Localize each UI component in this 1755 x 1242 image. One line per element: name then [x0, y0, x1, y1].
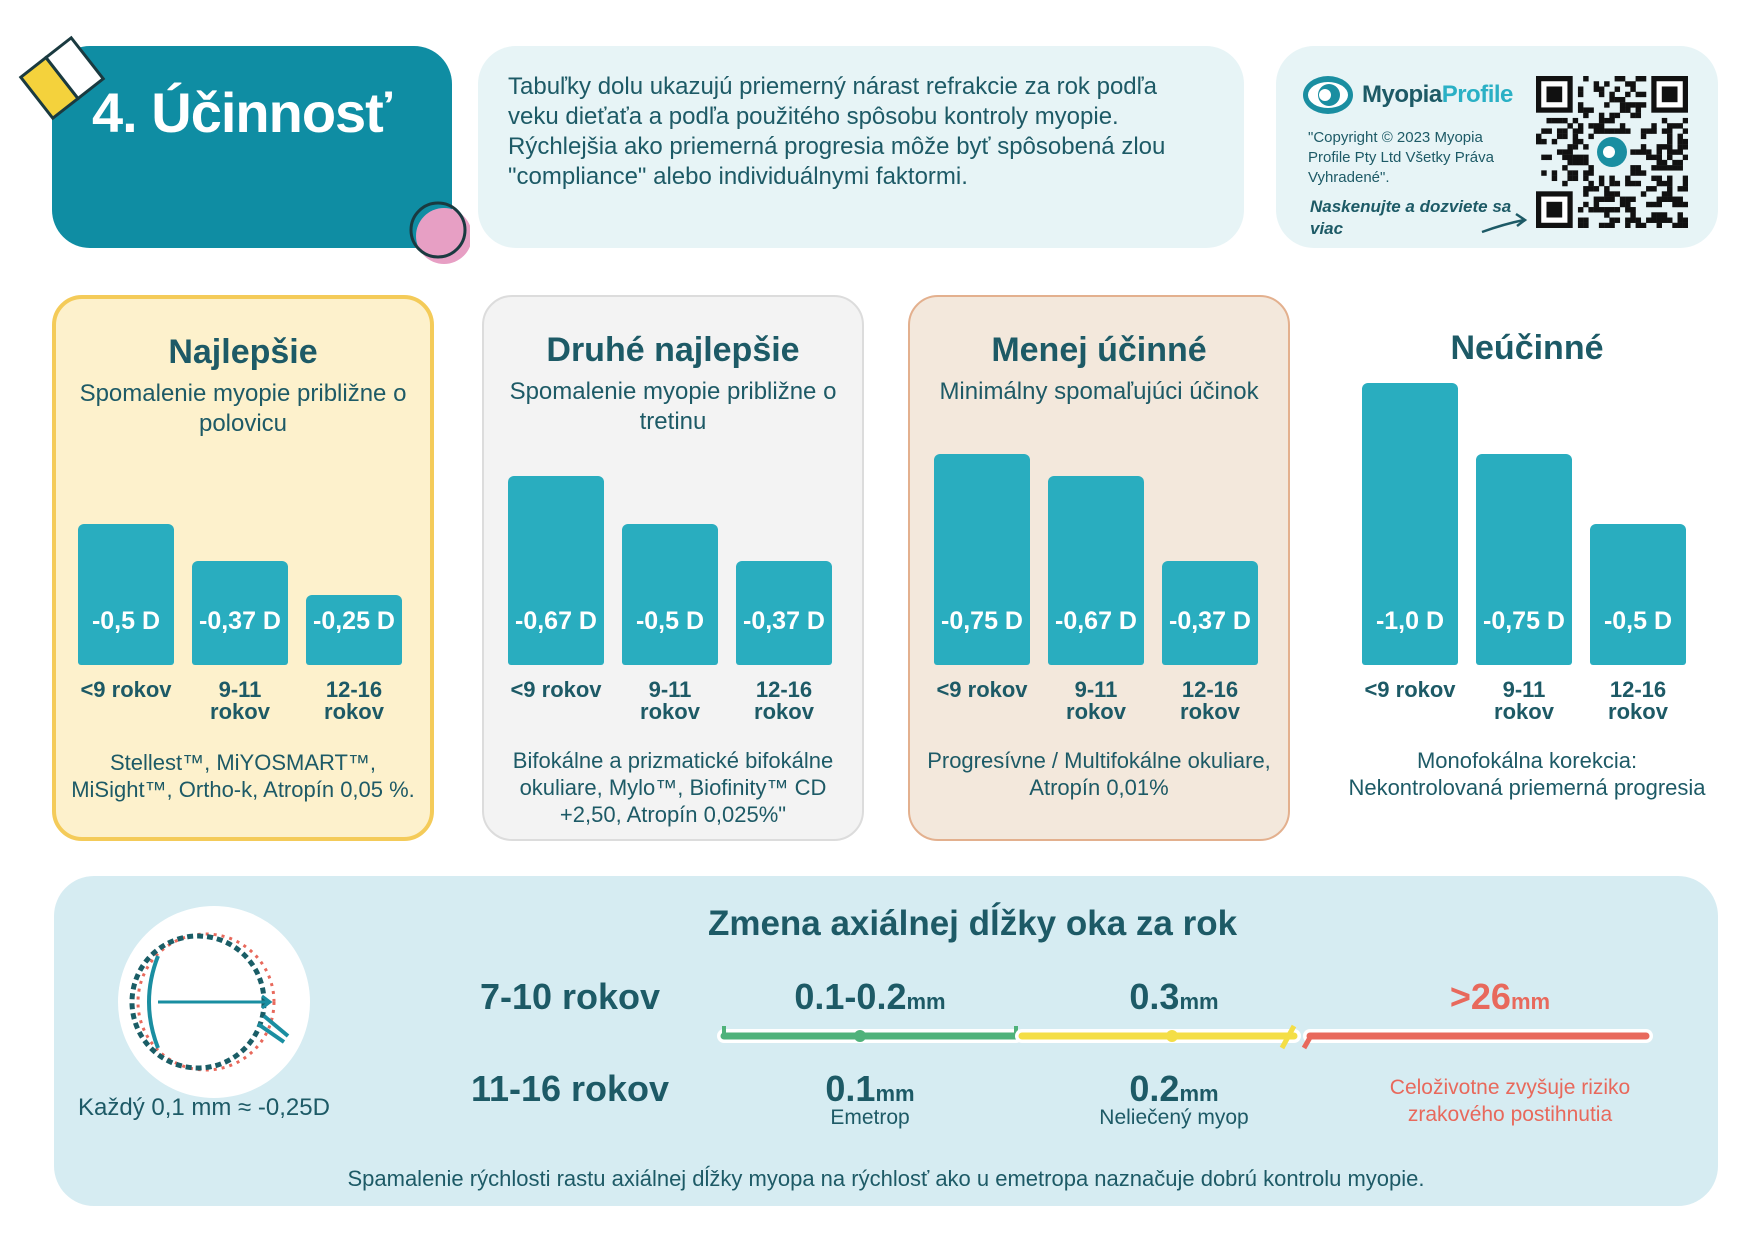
- age-tick-label: 12-16 rokov: [1180, 677, 1240, 724]
- bar-value-label: -0,5 D: [91, 607, 161, 635]
- arrow-right-icon: [1481, 212, 1528, 234]
- bar: [1590, 524, 1686, 665]
- bar: [1162, 560, 1258, 665]
- panel-note: Bifokálne a prizmatické bifokálne okulia…: [512, 748, 834, 827]
- age-tick-label: 12-16 rokov: [324, 677, 384, 724]
- age-tick-label: 9-11 rokov: [1066, 677, 1126, 724]
- scale-green-segment: [717, 1026, 1023, 1043]
- bar: [306, 594, 402, 665]
- intro-panel: [478, 46, 1244, 248]
- age-tick-label: <9 rokov: [936, 677, 1028, 702]
- axial-title: Zmena axiálnej dĺžky oka za rok: [707, 904, 1238, 943]
- intro-text: Tabuľky dolu ukazujú priemerný nárast re…: [508, 73, 1166, 190]
- footer-note: Spamalenie rýchlosti rastu axiálnej dĺžk…: [347, 1166, 1425, 1191]
- bar-value-label: -0,75 D: [1483, 607, 1565, 635]
- emmetrope-label: Emetrop: [830, 1106, 910, 1129]
- panel-title: Najlepšie: [168, 333, 318, 371]
- bar-value-label: -0,75 D: [941, 607, 1023, 635]
- panel-subtitle: Spomalenie myopie približne o polovicu: [79, 380, 407, 437]
- eye-caption: Každý 0,1 mm ≈ -0,25D: [78, 1094, 330, 1121]
- panel-subtitle: Minimálny spomaľujúci účinok: [939, 378, 1259, 405]
- age-group-7-10: 7-10 rokov: [479, 976, 661, 1017]
- page-title: 4. Účinnosť: [92, 81, 392, 144]
- bar-value-label: -1,0 D: [1375, 607, 1445, 635]
- title-decoration: [18, 35, 470, 264]
- panel-note: Stellest™, MiYOSMART™, MiSight™, Ortho-k…: [71, 750, 415, 802]
- age-tick-label: <9 rokov: [510, 677, 602, 702]
- age-tick-label: 12-16 rokov: [754, 677, 814, 724]
- panel-ineffective: Neúčinné Monofokálna korekcia: Nekontrol…: [1336, 295, 1718, 841]
- panel-subtitle: Spomalenie myopie približne o tretinu: [509, 378, 837, 435]
- bar: [934, 453, 1030, 665]
- bar: [192, 560, 288, 665]
- panel-title: Neúčinné: [1450, 329, 1604, 367]
- bar: [508, 476, 604, 665]
- bar-value-label: -0,67 D: [1055, 607, 1137, 635]
- panel-second-best: Druhé najlepšie Spomalenie myopie pribli…: [482, 295, 864, 841]
- axial-value-emmetrope: 0.1mm: [825, 1068, 915, 1109]
- axial-value: 0.1-0.2mm: [794, 976, 946, 1017]
- scale-yellow-segment: [1015, 1024, 1301, 1050]
- age-tick-label: 9-11 rokov: [210, 677, 270, 724]
- bar: [622, 524, 718, 665]
- bar-value-label: -0,25 D: [313, 607, 395, 635]
- axial-value-untreated: 0.2mm: [1129, 1068, 1219, 1109]
- bar-value-label: -0,37 D: [1169, 607, 1251, 635]
- bar: [78, 524, 174, 665]
- panel-less-effective: Menej účinné Minimálny spomaľujúci účino…: [908, 295, 1290, 841]
- copyright-text: "Copyright © 2023 Myopia Profile Pty Ltd…: [1308, 129, 1494, 186]
- age-tick-label: <9 rokov: [1364, 677, 1456, 702]
- age-tick-label: <9 rokov: [80, 677, 172, 702]
- bar-value-label: -0,37 D: [743, 607, 825, 635]
- panel-title: Druhé najlepšie: [546, 331, 800, 369]
- scale-red-segment: [1301, 1029, 1653, 1050]
- brand-name: MyopiaProfile: [1362, 81, 1513, 108]
- bar-value-label: -0,5 D: [635, 607, 705, 635]
- eye-logo-icon: [1303, 76, 1353, 114]
- bar-value-label: -0,67 D: [515, 607, 597, 635]
- age-tick-label: 9-11 rokov: [1494, 677, 1554, 724]
- qr-code[interactable]: [1536, 76, 1688, 228]
- axial-value: 0.3mm: [1129, 976, 1219, 1017]
- panel-note: Progresívne / Multifokálne okuliare, Atr…: [927, 748, 1271, 800]
- axial-scale-bar: [717, 1024, 1653, 1050]
- risk-note: Celoživotne zvyšuje riziko zrakového pos…: [1389, 1076, 1631, 1126]
- age-tick-label: 12-16 rokov: [1608, 677, 1668, 724]
- panel-best: Najlepšie Spomalenie myopie približne o …: [52, 295, 434, 841]
- age-tick-label: 9-11 rokov: [640, 677, 700, 724]
- bar: [1476, 453, 1572, 665]
- eye-diagram-icon: [129, 932, 290, 1072]
- bar: [1362, 383, 1458, 665]
- bar: [736, 560, 832, 665]
- panel-note: Monofokálna korekcia: Nekontrolovaná pri…: [1348, 748, 1706, 800]
- title-banner: [52, 46, 452, 248]
- bar: [1048, 476, 1144, 665]
- age-group-11-16: 11-16 rokov: [470, 1068, 670, 1109]
- panel-title: Menej účinné: [991, 331, 1207, 369]
- axial-value-risk: >26mm: [1449, 976, 1551, 1017]
- bar-value-label: -0,37 D: [199, 607, 281, 635]
- bar-value-label: -0,5 D: [1603, 607, 1673, 635]
- untreated-myope-label: Neliečený myop: [1099, 1106, 1249, 1129]
- brand-logo: MyopiaProfile: [1302, 74, 1513, 116]
- scan-prompt: Naskenujte a dozviete sa viac: [1310, 197, 1512, 238]
